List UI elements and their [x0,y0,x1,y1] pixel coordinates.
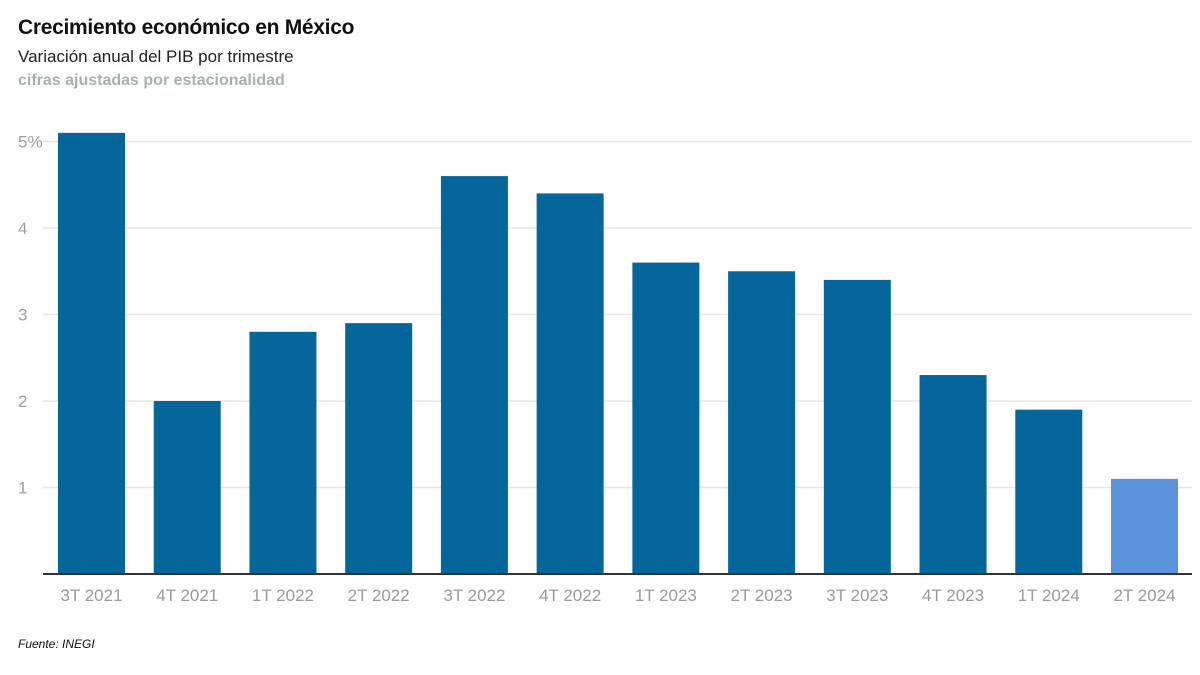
y-axis-ticks: 1 2 3 4 5% [18,133,43,498]
bar [58,132,125,574]
bar [919,375,987,574]
bar [440,176,508,574]
gridlines [43,140,1192,489]
bar [536,193,604,574]
y-tick-label: 1 [18,479,27,498]
bar [632,262,700,574]
x-category-label: 3T 2021 [60,586,122,605]
x-category-label: 3T 2022 [443,586,505,605]
x-category-label: 2T 2023 [731,586,793,605]
y-tick-label: 4 [18,219,27,238]
bar [249,331,317,574]
x-category-label: 2T 2024 [1113,586,1175,605]
bar [153,401,221,574]
x-category-label: 2T 2022 [348,586,410,605]
chart-note: cifras ajustadas por estacionalidad [18,72,285,89]
x-category-label: 4T 2021 [156,586,218,605]
x-category-label: 1T 2022 [252,586,314,605]
bars [58,132,1178,574]
bar [1111,478,1178,574]
source-note: Fuente: INEGI [18,637,95,651]
bar [728,271,796,574]
bar [345,323,413,574]
x-category-label: 4T 2023 [922,586,984,605]
x-category-label: 1T 2023 [635,586,697,605]
x-category-label: 4T 2022 [539,586,601,605]
x-category-label: 3T 2023 [826,586,888,605]
chart-title: Crecimiento económico en México [18,16,355,39]
y-tick-label: 2 [18,392,27,411]
x-category-label: 1T 2024 [1018,586,1080,605]
x-axis-labels: 3T 2021 4T 2021 1T 2022 2T 2022 3T 2022 4T 20… [60,586,1175,605]
bar [823,279,891,574]
y-tick-label: 5% [18,133,43,152]
y-tick-label: 3 [18,306,27,325]
chart-subtitle: Variación anual del PIB por trimestre [18,47,294,66]
bar [1015,409,1083,574]
